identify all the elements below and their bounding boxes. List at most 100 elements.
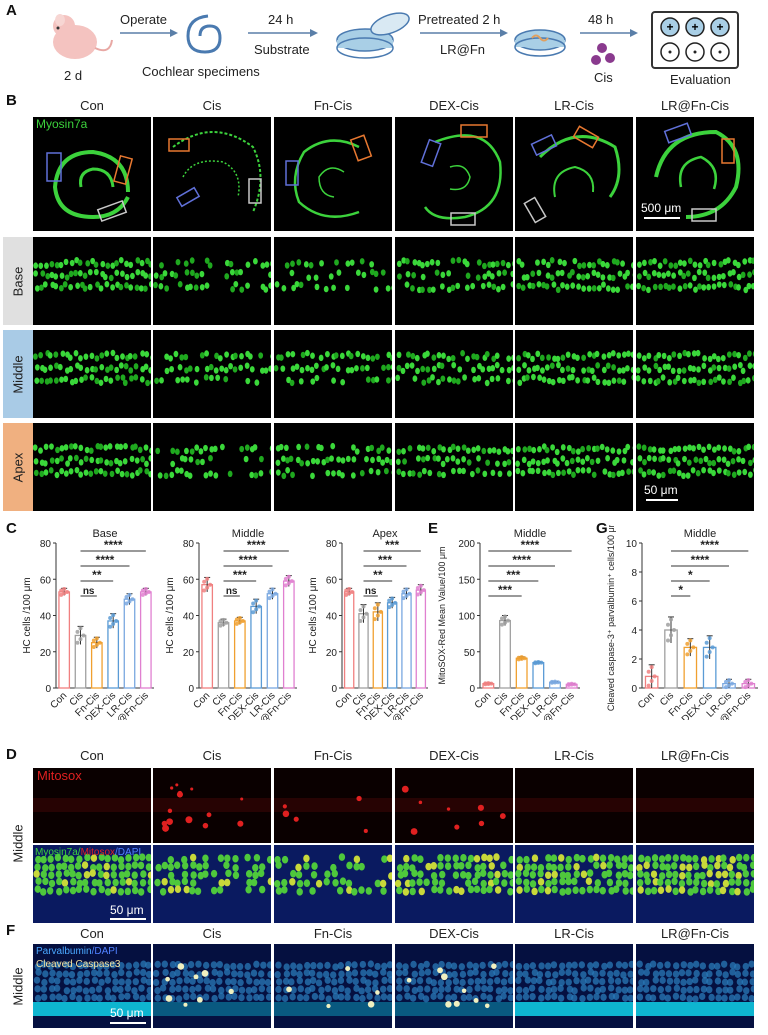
sig-label-3: ns xyxy=(365,586,377,597)
data-point xyxy=(646,669,651,674)
svg-text:+: + xyxy=(716,20,723,34)
f-col-lr-fn-cis: LR@Fn-Cis xyxy=(660,926,730,941)
data-point xyxy=(59,592,64,597)
bar-1 xyxy=(358,613,369,689)
data-point xyxy=(500,622,504,627)
data-point xyxy=(111,613,116,618)
panel-g-label: G xyxy=(596,520,608,537)
bar-4 xyxy=(123,598,136,689)
y-tick-label: 10 xyxy=(626,539,638,550)
scale-label-50: 50 μm xyxy=(644,483,678,497)
data-point xyxy=(553,679,557,684)
data-point xyxy=(254,598,259,603)
sig-label-3: ns xyxy=(83,586,95,597)
strip-image-r2-c4 xyxy=(515,423,633,511)
data-point xyxy=(743,685,748,690)
y-axis-label: Cleaved caspase-3⁺ parvalbumin⁺ cells/10… xyxy=(606,525,616,711)
y-tick-label: 20 xyxy=(183,648,195,659)
y-tick-label: 150 xyxy=(458,575,475,586)
svg-text:+: + xyxy=(691,20,698,34)
data-point xyxy=(361,615,366,620)
data-point xyxy=(202,579,207,584)
sig-label-1: *** xyxy=(378,553,392,567)
mitosox-image-r1-c2 xyxy=(274,845,392,923)
data-point xyxy=(404,587,409,592)
data-point xyxy=(224,620,229,625)
mouse-pup-icon xyxy=(53,14,113,59)
data-point xyxy=(205,576,210,581)
caspase-image-c1 xyxy=(153,944,271,1028)
chart-title: Apex xyxy=(372,528,398,540)
mitosox-image-r0-c5 xyxy=(636,768,754,843)
step-agent: LR@Fn xyxy=(440,42,485,57)
panel-d-label: D xyxy=(6,746,17,763)
data-point xyxy=(387,598,392,603)
data-point xyxy=(500,616,504,621)
data-point xyxy=(202,588,207,593)
col-head-fn-cis: Fn-Cis xyxy=(313,98,353,113)
data-point xyxy=(358,618,363,623)
data-point xyxy=(724,685,728,690)
chart-middle: Middle 0 20 40 60 80 HC cells /100 μm Con Cis Fn-… xyxy=(163,525,303,735)
y-tick-label: 60 xyxy=(183,575,195,586)
data-point xyxy=(415,585,420,590)
chart-apex: Apex 0 20 40 60 80 HC cells /100 μm Con Cis Fn-Ci… xyxy=(306,525,434,735)
data-point xyxy=(267,596,272,601)
chart-title: Middle xyxy=(514,528,546,540)
overview-image-lr-cis xyxy=(515,117,633,231)
bar-2 xyxy=(372,611,384,689)
data-point xyxy=(94,642,99,647)
y-tick-label: 0 xyxy=(469,684,475,695)
data-point xyxy=(111,621,116,626)
data-point xyxy=(62,587,67,592)
y-axis-label: HC cells /100 μm xyxy=(308,577,319,653)
data-point xyxy=(78,626,83,631)
panel-a-workflow: + + + xyxy=(53,11,739,69)
d-col-lr-cis: LR-Cis xyxy=(554,748,594,763)
bar-3 xyxy=(532,661,545,689)
data-point xyxy=(749,681,754,686)
data-point xyxy=(273,591,278,596)
data-point xyxy=(358,608,363,613)
bar-0 xyxy=(201,584,214,689)
mitosox-image-r0-c0 xyxy=(33,768,151,843)
strip-image-r2-c2 xyxy=(274,423,392,511)
sig-label-0: **** xyxy=(700,538,719,552)
data-point xyxy=(221,622,226,627)
y-tick-label: 40 xyxy=(183,612,195,623)
d-col-dex-cis: DEX-Cis xyxy=(429,748,479,763)
bar-3 xyxy=(107,620,120,689)
data-point xyxy=(143,591,148,596)
mitosox-image-r1-c4 xyxy=(515,845,633,923)
sig-label-1: **** xyxy=(96,553,115,567)
sig-label-3: * xyxy=(678,583,683,597)
overview-image-fn-cis xyxy=(274,117,392,231)
d-col-fn-cis: Fn-Cis xyxy=(313,748,353,763)
y-tick-label: 8 xyxy=(631,568,637,579)
strip-image-r0-c0 xyxy=(33,237,151,325)
data-point xyxy=(127,599,132,604)
data-point xyxy=(746,683,751,688)
data-point xyxy=(81,633,86,638)
scale-bar-500 xyxy=(644,217,680,219)
data-point xyxy=(218,619,223,624)
data-point xyxy=(237,616,242,621)
strip-image-r2-c5: 50 μm xyxy=(636,423,754,511)
strip-image-r2-c1 xyxy=(153,423,271,511)
y-tick-label: 0 xyxy=(331,684,337,695)
mitosox-image-r0-c2 xyxy=(274,768,392,843)
data-point xyxy=(669,617,673,622)
panel-c-label: C xyxy=(6,520,17,537)
data-point xyxy=(688,648,693,653)
data-point xyxy=(237,620,242,625)
y-axis-label: MitoSOX-Red Mean Value/100 μm xyxy=(437,546,447,684)
sig-label-0: **** xyxy=(247,538,266,552)
data-point xyxy=(704,640,709,645)
mitosox-image-r1-c1 xyxy=(153,845,271,923)
bar-5 xyxy=(282,580,295,689)
panel-b-label: B xyxy=(6,92,17,109)
step-cis: Cis xyxy=(594,70,613,85)
strip-image-r2-c3 xyxy=(395,423,513,511)
y-tick-label: 50 xyxy=(464,648,476,659)
data-point xyxy=(59,588,64,593)
